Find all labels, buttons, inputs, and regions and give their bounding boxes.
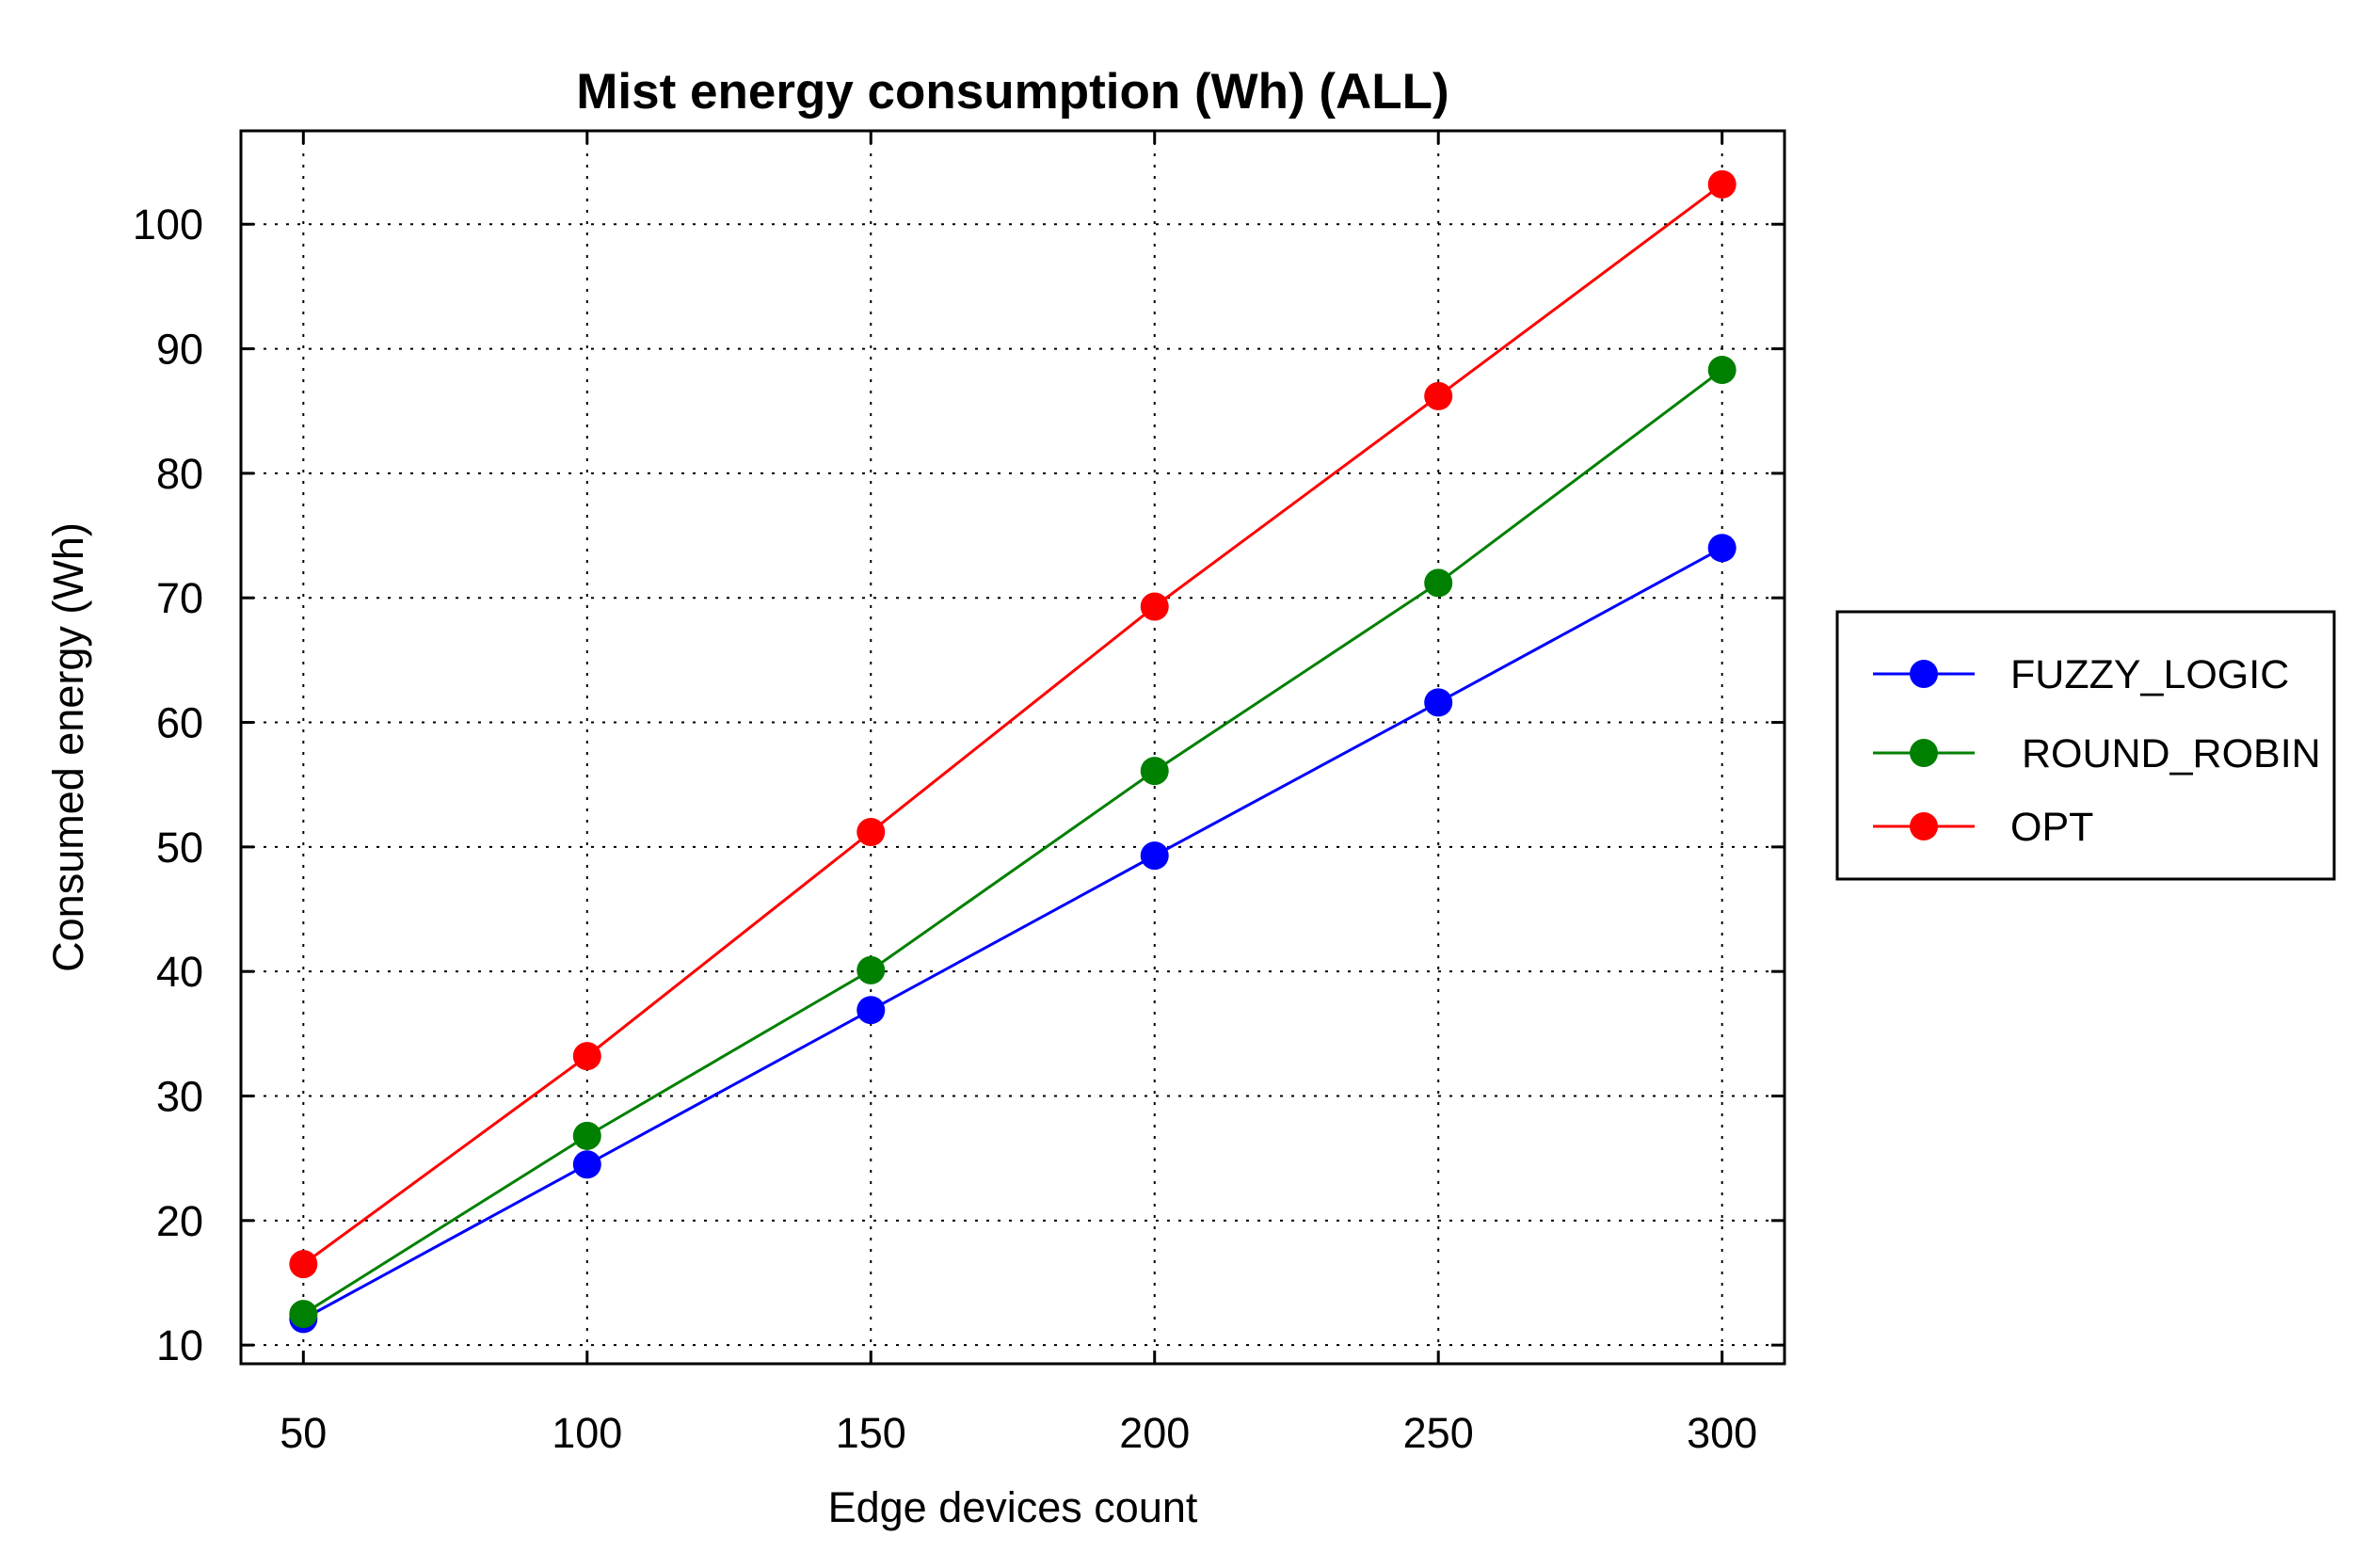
- data-point-round-robin: [1140, 757, 1169, 786]
- legend-label-round-robin: ROUND_ROBIN: [2010, 731, 2321, 776]
- data-point-fuzzy-logic: [572, 1150, 601, 1179]
- y-tick-label: 10: [156, 1321, 203, 1369]
- legend: FUZZY_LOGIC ROUND_ROBIN OPT: [1835, 610, 2336, 881]
- x-tick-label: 300: [1687, 1409, 1757, 1457]
- y-tick-label: 80: [156, 450, 203, 498]
- x-tick-label: 200: [1119, 1409, 1190, 1457]
- data-point-fuzzy-logic: [1707, 534, 1737, 563]
- axis-ticks: 50 100 150 200 250 300 10 20 30 40 50 60 70 80 90 100: [133, 131, 1785, 1457]
- x-tick-label: 150: [836, 1409, 906, 1457]
- y-tick-label: 40: [156, 948, 203, 996]
- y-tick-label: 100: [133, 200, 203, 248]
- legend-swatch-marker-round-robin: [1910, 739, 1938, 767]
- series-line-round-robin: [302, 368, 1723, 1316]
- x-tick-label: 100: [552, 1409, 622, 1457]
- x-tick-label: 50: [280, 1409, 327, 1457]
- y-tick-label: 70: [156, 574, 203, 622]
- legend-label-fuzzy-logic: FUZZY_LOGIC: [2010, 652, 2289, 697]
- data-point-round-robin: [572, 1121, 601, 1150]
- data-point-round-robin: [856, 955, 886, 984]
- data-point-opt: [289, 1250, 318, 1279]
- data-point-fuzzy-logic: [1140, 841, 1169, 871]
- data-point-opt: [856, 817, 886, 846]
- series-line-fuzzy-logic: [302, 546, 1723, 1320]
- y-tick-label: 20: [156, 1197, 203, 1245]
- data-point-round-robin: [1707, 356, 1737, 385]
- data-point-round-robin: [1424, 568, 1453, 598]
- series-line-opt: [302, 183, 1723, 1266]
- y-tick-label: 30: [156, 1073, 203, 1121]
- x-tick-label: 250: [1403, 1409, 1474, 1457]
- plot-frame: [239, 129, 1786, 1366]
- legend-label-opt: OPT: [2010, 805, 2093, 850]
- data-point-opt: [572, 1042, 601, 1071]
- x-axis-label: Edge devices count: [828, 1483, 1198, 1531]
- chart-title: Mist energy consumption (Wh) (ALL): [576, 64, 1449, 120]
- series-layer: [289, 169, 1737, 1334]
- legend-swatch-marker-fuzzy-logic: [1910, 660, 1938, 688]
- y-tick-label: 50: [156, 824, 203, 872]
- data-point-fuzzy-logic: [1424, 688, 1453, 717]
- data-point-opt: [1140, 592, 1169, 621]
- data-point-opt: [1707, 169, 1737, 199]
- y-tick-label: 90: [156, 326, 203, 374]
- data-point-opt: [1424, 381, 1453, 410]
- grid-lines: [241, 131, 1785, 1364]
- y-axis-label: Consumed energy (Wh): [44, 522, 92, 972]
- legend-swatch-marker-opt: [1910, 812, 1938, 840]
- data-point-round-robin: [289, 1300, 318, 1329]
- data-point-fuzzy-logic: [856, 996, 886, 1025]
- y-tick-label: 60: [156, 699, 203, 747]
